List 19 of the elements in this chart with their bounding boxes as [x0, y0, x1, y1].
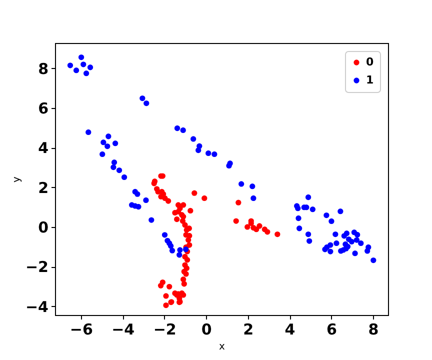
legend-label: 1 [366, 74, 374, 86]
x-tick-label: −6 [70, 320, 93, 338]
y-tick-label: 2 [38, 178, 48, 197]
y-tick-label: 8 [38, 60, 48, 78]
x-tick-label: 6 [326, 320, 337, 338]
y-tick-label: −2 [25, 258, 48, 276]
y-tick-label: −4 [25, 298, 48, 316]
x-tick-label: −2 [153, 320, 176, 338]
legend-label: 0 [366, 56, 374, 68]
x-tick-label: 4 [284, 320, 296, 338]
y-axis-title: y [11, 176, 22, 182]
x-tick-label: 8 [368, 320, 379, 338]
x-tick-label: 2 [243, 320, 254, 338]
y-tick-label: 0 [38, 218, 48, 236]
x-tick-label: 0 [201, 320, 212, 338]
y-tick-label: 6 [38, 100, 48, 118]
x-axis-title: x [219, 342, 226, 352]
y-tick-label: 4 [38, 139, 48, 158]
x-tick-label: −4 [112, 320, 135, 338]
